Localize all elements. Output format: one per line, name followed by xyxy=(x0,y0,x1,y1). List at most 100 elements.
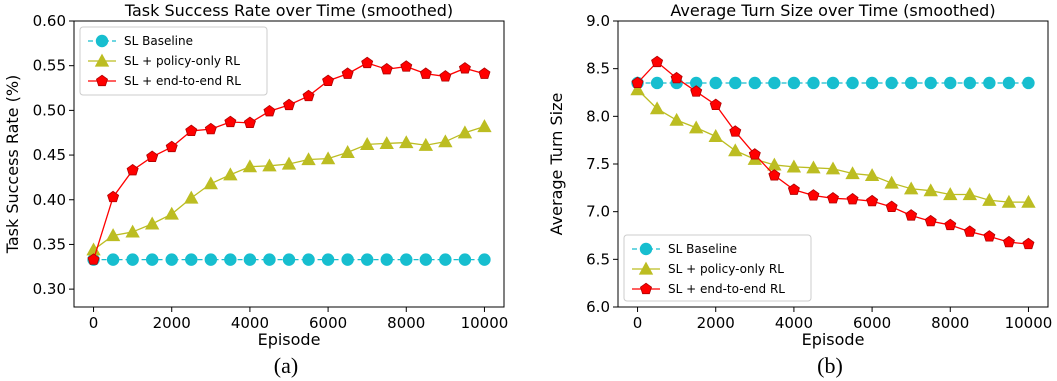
y-tick-label: 7.0 xyxy=(586,203,610,221)
legend-label: SL Baseline xyxy=(124,34,193,48)
data-point xyxy=(827,192,839,204)
x-axis-label: Episode xyxy=(802,330,865,349)
data-point xyxy=(418,137,433,151)
data-point xyxy=(923,183,938,197)
data-point xyxy=(146,150,159,162)
y-tick-label: 9.0 xyxy=(586,12,610,30)
data-point xyxy=(165,253,178,266)
data-point xyxy=(204,253,218,266)
series-line-2 xyxy=(637,89,1029,203)
panel-caption: (b) xyxy=(817,353,843,378)
chart-title: Task Success Rate over Time (smoothed) xyxy=(124,1,453,20)
data-point xyxy=(400,253,413,266)
data-point xyxy=(729,125,742,137)
data-point xyxy=(263,253,276,266)
data-point xyxy=(185,124,198,137)
y-tick-label: 0.45 xyxy=(33,146,66,164)
data-point xyxy=(963,225,976,237)
data-point xyxy=(457,125,473,139)
y-tick-label: 6.5 xyxy=(586,250,610,268)
x-tick-label: 0 xyxy=(89,314,99,332)
data-point xyxy=(302,253,315,266)
data-point xyxy=(125,224,140,238)
data-point xyxy=(242,159,258,173)
data-point xyxy=(204,122,217,135)
data-point xyxy=(224,253,237,266)
data-point xyxy=(106,253,120,266)
data-point xyxy=(787,183,800,195)
y-tick-label: 0.40 xyxy=(33,191,66,209)
data-point xyxy=(477,119,492,133)
data-point xyxy=(846,76,859,90)
data-point xyxy=(400,60,413,72)
data-point xyxy=(1022,76,1035,90)
data-point xyxy=(748,76,762,90)
legend-box xyxy=(623,234,812,302)
data-point xyxy=(767,157,782,171)
y-tick-label: 8.5 xyxy=(586,60,610,78)
data-point xyxy=(281,156,297,170)
y-tick-label: 0.50 xyxy=(33,101,66,119)
x-tick-label: 10000 xyxy=(1005,314,1053,332)
data-point xyxy=(419,253,433,266)
x-tick-label: 8000 xyxy=(931,314,969,332)
x-tick-label: 10000 xyxy=(461,314,509,332)
data-point xyxy=(904,181,919,195)
data-point xyxy=(340,145,355,158)
data-point xyxy=(107,190,120,203)
y-axis-label: Average Turn Size xyxy=(547,93,566,236)
data-point xyxy=(379,136,394,150)
legend: SL Baseline SL + policy-only RL SL + end-t… xyxy=(623,234,812,302)
data-point xyxy=(689,120,704,134)
data-point xyxy=(126,253,139,266)
data-point xyxy=(380,62,393,75)
data-point xyxy=(184,190,199,204)
panel-b: Average Turn Size over Time (smoothed) 0 2… xyxy=(547,1,1052,378)
data-point xyxy=(1002,235,1015,248)
data-point xyxy=(438,134,453,148)
data-point xyxy=(924,76,937,90)
data-point xyxy=(203,176,218,190)
x-tick-label: 2000 xyxy=(153,314,191,332)
data-point xyxy=(943,187,958,201)
data-point xyxy=(439,253,452,266)
data-point xyxy=(185,253,198,266)
data-point xyxy=(439,70,452,82)
data-point xyxy=(944,76,957,90)
data-point xyxy=(262,158,277,172)
data-point xyxy=(283,98,295,111)
data-point xyxy=(341,67,354,79)
data-point xyxy=(885,200,898,212)
data-point xyxy=(322,74,335,86)
data-point xyxy=(806,160,821,174)
data-point xyxy=(321,253,335,266)
data-point xyxy=(263,104,276,117)
data-point xyxy=(787,76,801,90)
data-point xyxy=(866,194,879,207)
data-point xyxy=(690,85,703,97)
data-point xyxy=(885,76,898,90)
data-point xyxy=(1001,194,1017,208)
data-point xyxy=(924,214,937,227)
data-point xyxy=(905,209,918,221)
data-point xyxy=(458,253,472,266)
data-point xyxy=(302,89,315,102)
data-point xyxy=(825,161,841,175)
data-point xyxy=(301,152,316,166)
x-tick-label: 8000 xyxy=(387,314,425,332)
data-point xyxy=(651,55,664,68)
data-point xyxy=(904,76,918,90)
data-point xyxy=(399,135,414,149)
panel-a: Task Success Rate over Time (smoothed) 0 2… xyxy=(3,1,508,378)
data-point xyxy=(768,169,781,181)
legend-label: SL + policy-only RL xyxy=(668,262,784,276)
data-point xyxy=(884,175,899,189)
data-point xyxy=(630,82,645,96)
data-point xyxy=(962,187,977,201)
legend: SL Baseline SL + policy-only RL SL + end-t… xyxy=(79,26,268,96)
data-point xyxy=(165,140,178,153)
y-tick-label: 0.55 xyxy=(33,57,66,75)
data-point xyxy=(729,76,742,90)
x-tick-label: 2000 xyxy=(697,314,735,332)
